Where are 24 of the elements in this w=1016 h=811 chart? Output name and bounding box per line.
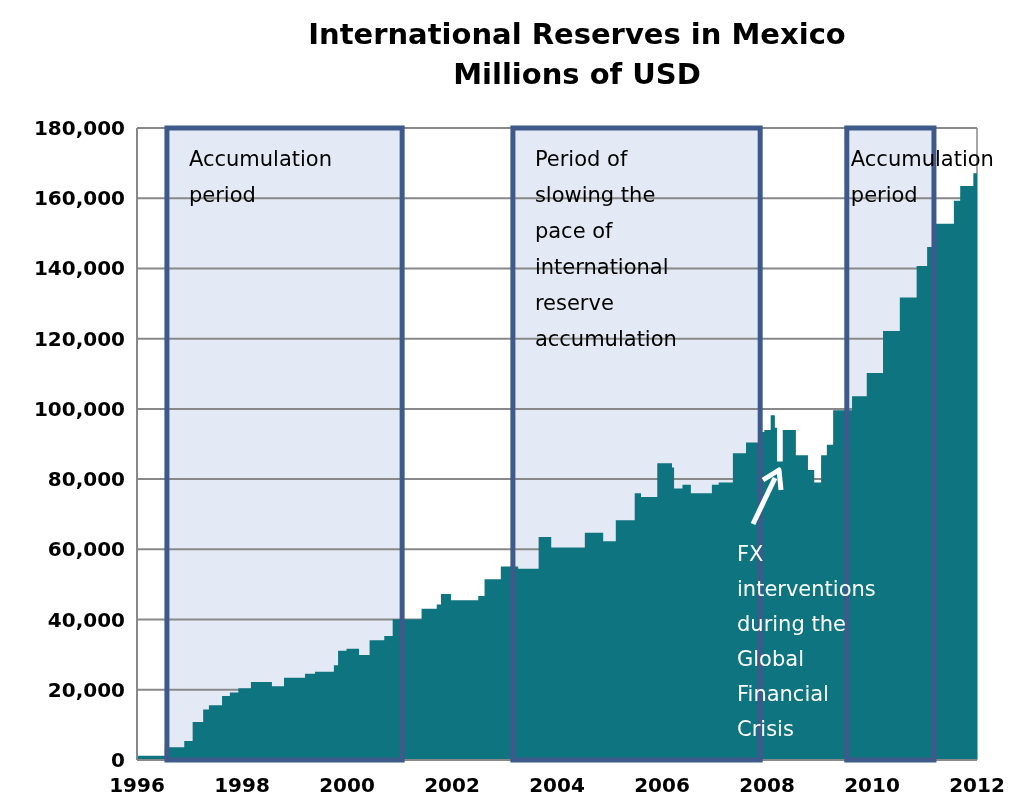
x-tick-label: 2012 — [949, 773, 1005, 797]
chart-title: International Reserves in Mexico — [308, 17, 846, 51]
y-tick-label: 0 — [111, 748, 125, 772]
y-tick-label: 20,000 — [47, 677, 125, 702]
y-tick-label: 140,000 — [33, 256, 125, 281]
y-tick-label: 40,000 — [47, 607, 125, 632]
y-tick-label: 100,000 — [33, 396, 125, 421]
x-tick-label: 2002 — [424, 773, 480, 797]
band-label: Period of slowing the pace of international reserve accumulation — [534, 147, 677, 351]
y-tick-label: 160,000 — [33, 186, 125, 211]
x-tick-label: 2004 — [529, 773, 585, 797]
annotation: FX interventions during the Global Financial Crisis — [737, 542, 876, 741]
x-tick-label: 2006 — [634, 773, 690, 797]
x-tick-label: 2010 — [844, 773, 900, 797]
y-tick-label: 120,000 — [33, 326, 125, 351]
x-tick-label: 2000 — [319, 773, 375, 797]
y-tick-label: 60,000 — [47, 537, 125, 562]
x-tick-label: 1998 — [214, 773, 270, 797]
x-tick-label: 2008 — [739, 773, 795, 797]
band-label: Accumulation period — [188, 147, 333, 207]
chart-subtitle: Millions of USD — [453, 57, 701, 91]
y-tick-label: 80,000 — [47, 467, 125, 492]
x-tick-label: 1996 — [109, 773, 165, 797]
y-tick-label: 180,000 — [33, 116, 125, 140]
